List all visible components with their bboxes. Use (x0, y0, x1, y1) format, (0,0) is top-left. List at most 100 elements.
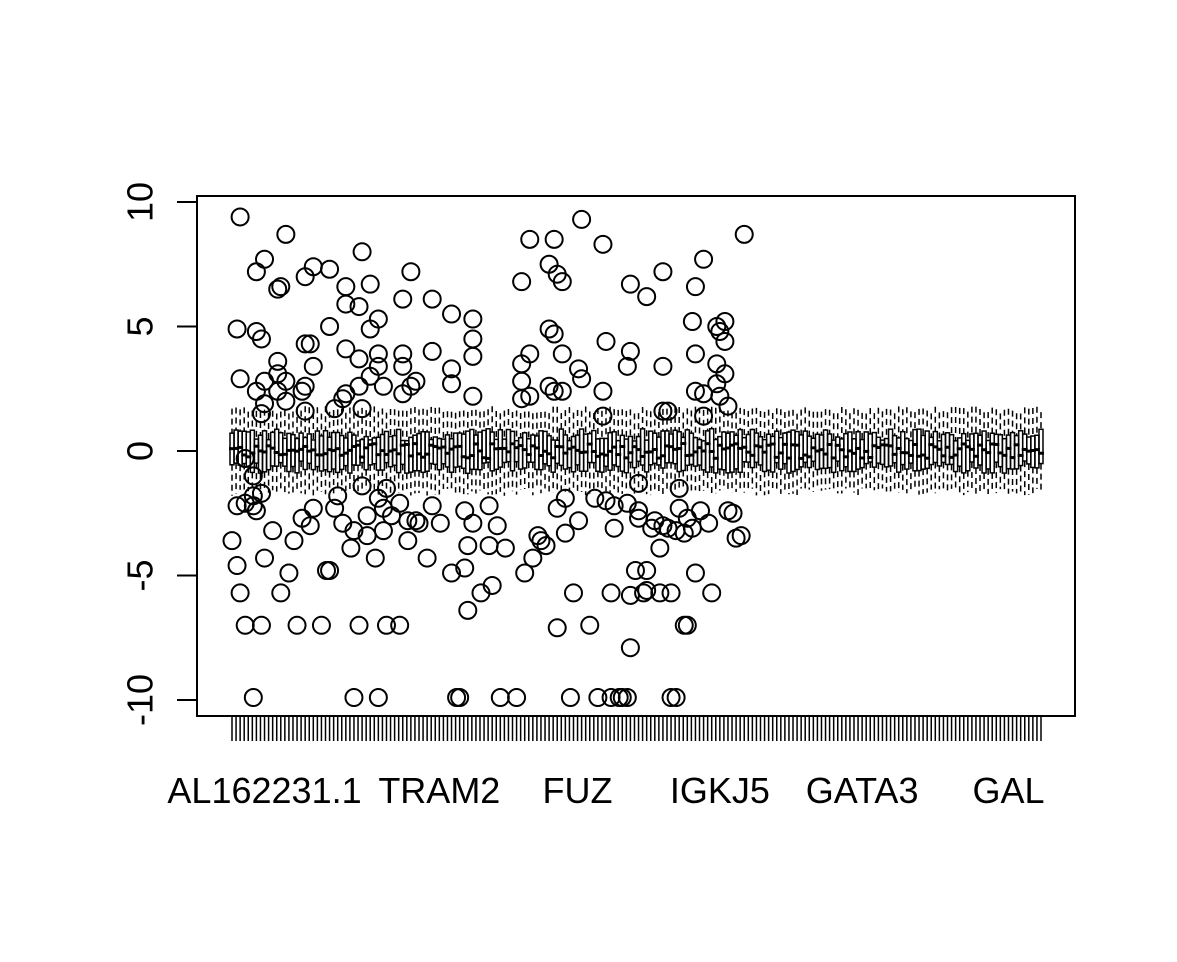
outlier-point (604, 518, 624, 538)
outlier-point (352, 476, 372, 496)
y-tick-label: 10 (120, 182, 161, 222)
outlier-point (398, 511, 418, 531)
outlier-point (349, 615, 369, 635)
outlier-point (295, 334, 315, 354)
outlier-point (479, 496, 499, 516)
outlier-point (637, 580, 657, 600)
box (436, 407, 443, 495)
outlier-point (368, 309, 388, 329)
outlier-point (685, 277, 705, 297)
outlier-point (495, 538, 515, 558)
outlier-point (336, 294, 356, 314)
outlier-point (268, 279, 288, 299)
outlier-point (352, 399, 372, 419)
outlier-point (520, 386, 540, 406)
outlier-point (723, 503, 743, 523)
outlier-point (569, 359, 589, 379)
outlier-point (227, 556, 247, 576)
outlier-point (547, 618, 567, 638)
outlier-point (539, 376, 559, 396)
outlier-point (520, 344, 540, 364)
outlier-point (376, 615, 396, 635)
outlier-point (368, 344, 388, 364)
outlier-point (552, 344, 572, 364)
box (993, 409, 1000, 494)
outlier-point (536, 536, 556, 556)
outlier-point (251, 329, 271, 349)
outlier-point (520, 229, 540, 249)
x-tick-label: GATA3 (806, 770, 919, 811)
outlier-point (588, 688, 608, 708)
outlier-point (311, 615, 331, 635)
outlier-point (734, 224, 754, 244)
outlier-point (349, 297, 369, 317)
outlier-point (593, 406, 613, 426)
outlier-point (284, 531, 304, 551)
outlier-point (658, 401, 678, 421)
outlier-point (230, 207, 250, 227)
outlier-point (699, 513, 719, 533)
outlier-point (442, 374, 462, 394)
outlier-point (333, 389, 353, 409)
outlier-point (572, 209, 592, 229)
outlier-point (637, 287, 657, 307)
outlier-point (653, 262, 673, 282)
outlier-point (398, 531, 418, 551)
outlier-point (295, 401, 315, 421)
outlier-point (227, 319, 247, 339)
outlier-point (300, 334, 320, 354)
outlier-point (230, 583, 250, 603)
outlier-point (463, 513, 483, 533)
outlier-point (243, 466, 263, 486)
outlier-point (555, 488, 575, 508)
outlier-point (349, 349, 369, 369)
outlier-point (373, 376, 393, 396)
outlier-point (620, 274, 640, 294)
outlier-point (417, 548, 437, 568)
box (781, 411, 788, 492)
outlier-point (585, 488, 605, 508)
outlier-point (569, 511, 589, 531)
outlier-point (685, 344, 705, 364)
outlier-point (563, 583, 583, 603)
outlier-point (303, 498, 323, 518)
outlier-point (482, 575, 502, 595)
outlier-point (702, 583, 722, 603)
outlier-point (507, 688, 527, 708)
outlier-point (715, 312, 735, 332)
x-tick-label: TRAM2 (378, 770, 500, 811)
outlier-point (295, 376, 315, 396)
outlier-point (710, 321, 730, 341)
y-tick-label: 5 (120, 316, 161, 336)
outlier-point (544, 381, 564, 401)
outlier-point (596, 331, 616, 351)
outlier-point (666, 688, 686, 708)
outlier-point (572, 369, 592, 389)
outlier-point (401, 376, 421, 396)
outlier-point (539, 319, 559, 339)
box (306, 407, 313, 494)
outlier-point (287, 615, 307, 635)
x-tick-label: FUZ (543, 770, 613, 811)
outlier-point (523, 548, 543, 568)
outlier-point (422, 496, 442, 516)
outlier-point (617, 356, 637, 376)
outlier-point (731, 526, 751, 546)
outlier-point (320, 561, 340, 581)
box (403, 410, 410, 492)
outlier-point (718, 396, 738, 416)
outlier-point (328, 486, 348, 506)
outlier-point (336, 339, 356, 359)
outlier-point (325, 498, 345, 518)
outlier-point (303, 356, 323, 376)
outlier-point (393, 289, 413, 309)
outlier-point (463, 346, 483, 366)
outlier-point (512, 272, 532, 292)
outlier-point (593, 234, 613, 254)
outlier-point (430, 513, 450, 533)
outlier-point (271, 583, 291, 603)
outlier-point (694, 406, 714, 426)
outlier-point (463, 386, 483, 406)
outlier-point (650, 583, 670, 603)
